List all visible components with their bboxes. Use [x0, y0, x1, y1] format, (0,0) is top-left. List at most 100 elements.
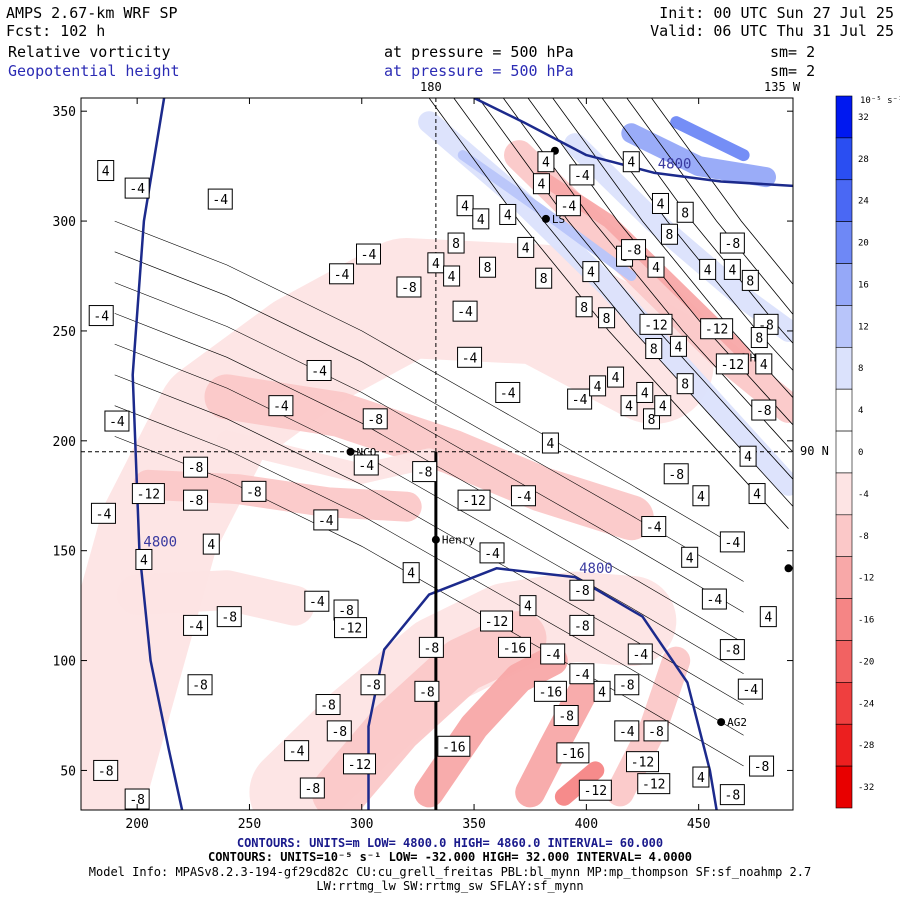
station-marker: [346, 447, 355, 456]
vorticity-label-box: [472, 208, 490, 230]
vorticity-label-box: [647, 256, 665, 278]
vorticity-label: -4: [129, 182, 145, 197]
vorticity-label-box: [578, 779, 612, 801]
vorticity-label-box: [414, 680, 440, 702]
colorbar-swatch: [835, 556, 853, 599]
vorticity-label: -4: [561, 200, 577, 215]
vorticity-label-box: [90, 502, 116, 524]
colorbar-swatch: [835, 388, 853, 432]
vorticity-label: -8: [619, 679, 635, 694]
vorticity-label: -4: [725, 536, 741, 551]
vorticity-label-box: [135, 548, 153, 570]
vorticity-label-box: [315, 694, 341, 716]
vorticity-label-box: [556, 742, 590, 764]
vorticity-label: -12: [485, 615, 508, 630]
vorticity-label-box: [701, 588, 727, 610]
vorticity-label-box: [457, 489, 491, 511]
field1-smooth: sm= 2: [770, 43, 816, 61]
vorticity-label-box: [187, 674, 213, 696]
vorticity-label: -8: [725, 789, 741, 804]
vorticity-label-box: [622, 151, 640, 173]
station-label: AG2: [727, 716, 747, 729]
colorbar-swatch: [835, 95, 853, 139]
vorticity-label: -8: [756, 404, 772, 419]
y-tick-label: 300: [53, 215, 76, 230]
vorticity-label-box: [88, 305, 114, 327]
vorticity-label: -12: [721, 358, 744, 373]
y-tick-label: 100: [53, 655, 76, 670]
x-tick-label: 450: [687, 817, 710, 832]
vorticity-label-box: [207, 188, 233, 210]
vorticity-label: -4: [545, 648, 561, 663]
footer-vorticity-contours: CONTOURS: UNITS=10⁻⁵ s⁻¹ LOW= -32.000 HI…: [207, 850, 693, 864]
vorticity-label-box: [569, 663, 595, 685]
colorbar-swatch: [835, 430, 853, 474]
station-marker: [717, 718, 726, 727]
vorticity-label-box: [532, 173, 550, 195]
vorticity-label-box: [692, 485, 710, 507]
vorticity-label-box: [183, 456, 209, 478]
colorbar-level: 8: [858, 364, 863, 374]
vorticity-label: -8: [365, 679, 381, 694]
colorbar-level: -16: [858, 616, 874, 626]
colorbar-level: -28: [858, 741, 874, 751]
vorticity-label-box: [715, 353, 749, 375]
height-contour-label: 4800: [579, 561, 613, 577]
colorbar-level: -24: [858, 699, 874, 709]
vorticity-label: 4: [542, 156, 550, 171]
vorticity-label: -12: [137, 488, 160, 503]
vorticity-label: -4: [574, 668, 590, 683]
vorticity-label: -4: [619, 725, 635, 740]
station-marker: [541, 214, 550, 223]
vorticity-label: -4: [457, 305, 473, 320]
vorticity-label: -12: [631, 756, 654, 771]
vorticity-label-box: [479, 256, 497, 278]
vorticity-label: -8: [725, 644, 741, 659]
vorticity-label: -8: [424, 641, 440, 656]
vorticity-label: 8: [755, 332, 763, 347]
colorbar-swatch: [835, 221, 853, 264]
vorticity-label-box: [360, 674, 386, 696]
vorticity-label: -16: [539, 685, 562, 700]
vorticity-label: 4: [697, 771, 705, 786]
vorticity-label-box: [748, 483, 766, 505]
colorbar-swatch: [835, 305, 853, 348]
vorticity-label-box: [241, 480, 267, 502]
vorticity-label-box: [589, 375, 607, 397]
vorticity-label-box: [268, 395, 294, 417]
vorticity-label: -16: [442, 740, 465, 755]
vorticity-label-box: [755, 353, 773, 375]
vorticity-label: -8: [246, 485, 262, 500]
vorticity-label: 4: [477, 213, 485, 228]
vorticity-label: -12: [339, 622, 362, 637]
vorticity-label-box: [723, 258, 741, 280]
vorticity-label: 4: [461, 200, 469, 215]
vorticity-label: -12: [705, 323, 728, 338]
vorticity-label: -8: [129, 793, 145, 808]
vorticity-label-box: [519, 595, 537, 617]
vorticity-label-box: [654, 395, 672, 417]
vorticity-label: -8: [188, 461, 204, 476]
x-tick-label: 300: [350, 817, 373, 832]
colorbar-swatch: [835, 137, 853, 181]
vorticity-label-box: [427, 252, 445, 274]
vorticity-label-box: [593, 680, 611, 702]
y-tick-label: 50: [60, 764, 76, 779]
vorticity-label-box: [284, 740, 310, 762]
station-marker: [431, 535, 440, 544]
vorticity-label: 8: [452, 237, 460, 252]
vorticity-label-box: [304, 590, 330, 612]
vorticity-label: 8: [484, 261, 492, 276]
vorticity-label-box: [651, 192, 669, 214]
vorticity-label-box: [104, 410, 130, 432]
colorbar-swatch: [835, 472, 853, 516]
colorbar-swatch: [835, 263, 853, 306]
vorticity-label-box: [124, 177, 150, 199]
vorticity-label: 4: [764, 611, 772, 626]
vorticity-label: -8: [725, 237, 741, 252]
colorbar-level: -32: [858, 783, 874, 793]
colorbar-level: 24: [858, 197, 869, 207]
vorticity-label: -4: [96, 507, 112, 522]
vorticity-label-box: [93, 759, 119, 781]
vorticity-label-box: [517, 236, 535, 258]
